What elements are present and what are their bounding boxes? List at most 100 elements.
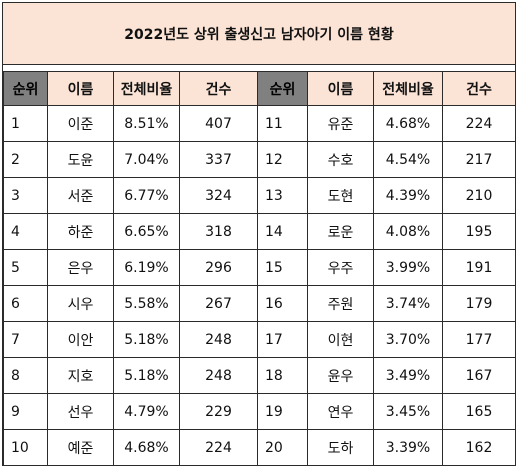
- table-row: 9 선우 4.79% 229 19 연우 3.45% 165: [3, 393, 516, 430]
- ratio-cell: 4.08%: [373, 213, 443, 250]
- column-header-name-right: 이름: [307, 71, 374, 106]
- count-cell: 296: [179, 249, 258, 286]
- column-header-count-left: 건수: [179, 71, 258, 106]
- count-cell: 179: [442, 285, 516, 322]
- count-cell: 248: [179, 357, 258, 394]
- count-cell: 210: [442, 177, 516, 214]
- ratio-cell: 3.39%: [373, 429, 443, 466]
- count-cell: 318: [179, 213, 258, 250]
- count-cell: 229: [179, 393, 258, 430]
- ratio-cell: 3.45%: [373, 393, 443, 430]
- column-header-name-left: 이름: [47, 71, 114, 106]
- count-cell: 167: [442, 357, 516, 394]
- table-row: 5 은우 6.19% 296 15 우주 3.99% 191: [3, 249, 516, 286]
- ratio-cell: 4.54%: [373, 141, 443, 178]
- column-header-rank-left: 순위: [3, 71, 48, 106]
- name-cell: 로운: [307, 213, 374, 250]
- table-row: 4 하준 6.65% 318 14 로운 4.08% 195: [3, 213, 516, 250]
- name-cell: 연우: [307, 393, 374, 430]
- column-header-ratio-right: 전체비율: [373, 71, 443, 106]
- rank-cell: 11: [257, 105, 308, 142]
- ratio-cell: 3.70%: [373, 321, 443, 358]
- ratio-cell: 4.68%: [113, 429, 180, 466]
- rank-cell: 17: [257, 321, 308, 358]
- rank-cell: 3: [3, 177, 48, 214]
- column-header-ratio-left: 전체비율: [113, 71, 180, 106]
- name-cell: 예준: [47, 429, 114, 466]
- ratio-cell: 5.18%: [113, 357, 180, 394]
- name-cell: 은우: [47, 249, 114, 286]
- rank-cell: 9: [3, 393, 48, 430]
- rank-cell: 7: [3, 321, 48, 358]
- name-cell: 윤우: [307, 357, 374, 394]
- table-row: 6 시우 5.58% 267 16 주원 3.74% 179: [3, 285, 516, 322]
- count-cell: 407: [179, 105, 258, 142]
- rank-cell: 20: [257, 429, 308, 466]
- count-cell: 191: [442, 249, 516, 286]
- name-cell: 도하: [307, 429, 374, 466]
- name-cell: 이현: [307, 321, 374, 358]
- name-cell: 서준: [47, 177, 114, 214]
- name-cell: 선우: [47, 393, 114, 430]
- ratio-cell: 6.19%: [113, 249, 180, 286]
- name-cell: 주원: [307, 285, 374, 322]
- ratio-cell: 5.58%: [113, 285, 180, 322]
- count-cell: 195: [442, 213, 516, 250]
- name-cell: 이안: [47, 321, 114, 358]
- name-ranking-table: 순위 이름 전체비율 건수 순위 이름 전체비율 건수 1 이준 8.51% 4…: [3, 71, 516, 466]
- rank-cell: 1: [3, 105, 48, 142]
- rank-cell: 5: [3, 249, 48, 286]
- rank-cell: 19: [257, 393, 308, 430]
- ratio-cell: 4.79%: [113, 393, 180, 430]
- rank-cell: 18: [257, 357, 308, 394]
- count-cell: 267: [179, 285, 258, 322]
- count-cell: 224: [442, 105, 516, 142]
- count-cell: 217: [442, 141, 516, 178]
- rank-cell: 8: [3, 357, 48, 394]
- ratio-cell: 3.49%: [373, 357, 443, 394]
- table-row: 10 예준 4.68% 224 20 도하 3.39% 162: [3, 429, 516, 466]
- rank-cell: 10: [3, 429, 48, 466]
- column-header-count-right: 건수: [442, 71, 516, 106]
- ratio-cell: 3.74%: [373, 285, 443, 322]
- sheet-title: 2022년도 상위 출생신고 남자아기 이름 현황: [3, 3, 515, 65]
- count-cell: 162: [442, 429, 516, 466]
- name-cell: 우주: [307, 249, 374, 286]
- rank-cell: 13: [257, 177, 308, 214]
- ratio-cell: 5.18%: [113, 321, 180, 358]
- name-cell: 하준: [47, 213, 114, 250]
- table-row: 1 이준 8.51% 407 11 유준 4.68% 224: [3, 105, 516, 142]
- name-cell: 수호: [307, 141, 374, 178]
- count-cell: 337: [179, 141, 258, 178]
- ratio-cell: 7.04%: [113, 141, 180, 178]
- count-cell: 248: [179, 321, 258, 358]
- ratio-cell: 4.39%: [373, 177, 443, 214]
- rank-cell: 12: [257, 141, 308, 178]
- name-cell: 이준: [47, 105, 114, 142]
- count-cell: 224: [179, 429, 258, 466]
- rank-cell: 6: [3, 285, 48, 322]
- count-cell: 165: [442, 393, 516, 430]
- ratio-cell: 3.99%: [373, 249, 443, 286]
- name-cell: 지호: [47, 357, 114, 394]
- rank-cell: 15: [257, 249, 308, 286]
- ratio-cell: 8.51%: [113, 105, 180, 142]
- ratio-cell: 6.65%: [113, 213, 180, 250]
- count-cell: 324: [179, 177, 258, 214]
- name-cell: 유준: [307, 105, 374, 142]
- table-row: 8 지호 5.18% 248 18 윤우 3.49% 167: [3, 357, 516, 394]
- rank-cell: 16: [257, 285, 308, 322]
- ratio-cell: 6.77%: [113, 177, 180, 214]
- name-cell: 도윤: [47, 141, 114, 178]
- rank-cell: 4: [3, 213, 48, 250]
- rank-cell: 14: [257, 213, 308, 250]
- column-header-rank-right: 순위: [257, 71, 308, 106]
- ratio-cell: 4.68%: [373, 105, 443, 142]
- table-row: 7 이안 5.18% 248 17 이현 3.70% 177: [3, 321, 516, 358]
- table-header-row: 순위 이름 전체비율 건수 순위 이름 전체비율 건수: [3, 71, 516, 106]
- count-cell: 177: [442, 321, 516, 358]
- table-row: 2 도윤 7.04% 337 12 수호 4.54% 217: [3, 141, 516, 178]
- name-cell: 도현: [307, 177, 374, 214]
- table-row: 3 서준 6.77% 324 13 도현 4.39% 210: [3, 177, 516, 214]
